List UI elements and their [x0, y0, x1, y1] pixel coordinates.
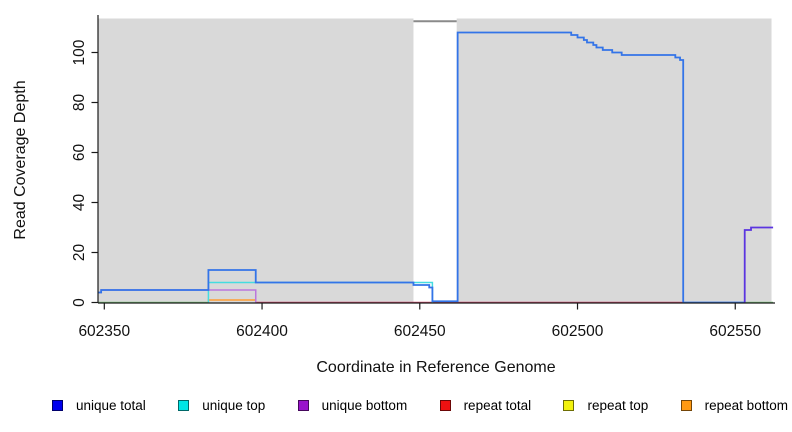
x-tick-label: 602350	[78, 323, 130, 340]
legend-swatch-unique-total	[52, 400, 63, 411]
y-tick-label: 0	[71, 298, 88, 307]
unique-region-left	[98, 18, 414, 303]
legend-swatch-repeat-bottom	[680, 400, 692, 411]
y-tick-label: 20	[71, 244, 88, 262]
y-tick-label: 60	[71, 144, 88, 162]
legend-item-unique-bottom: unique bottom	[297, 398, 408, 413]
y-tick-label: 80	[71, 94, 88, 112]
unique-total-line	[98, 31, 745, 304]
x-tick-label: 602450	[394, 323, 446, 340]
legend-label: unique total	[76, 398, 146, 413]
x-tick-label: 602550	[709, 323, 761, 340]
legend-label: unique top	[202, 398, 266, 413]
legend: unique total unique top unique bottom repea…	[52, 398, 788, 413]
y-axis-title: Read Coverage Depth	[12, 80, 29, 239]
unique-region-right	[456, 18, 772, 303]
legend-swatch-repeat-total	[439, 400, 451, 411]
legend-item-repeat-top: repeat top	[563, 398, 648, 413]
legend-label: repeat total	[463, 398, 532, 413]
tick-labels: 602350 602400 602450 602500 602550 0 20 40 60 80 1…	[71, 39, 761, 340]
legend-swatch-unique-bottom	[297, 400, 309, 411]
x-tick-label: 602500	[552, 323, 604, 340]
x-axis-title: Coordinate in Reference Genome	[316, 359, 555, 376]
legend-item-unique-total: unique total	[52, 398, 146, 413]
legend-label: unique bottom	[321, 398, 408, 413]
legend-item-repeat-bottom: repeat bottom	[680, 398, 788, 413]
shaded-regions	[98, 18, 772, 303]
legend-item-repeat-total: repeat total	[439, 398, 532, 413]
x-tick-label: 602400	[236, 323, 288, 340]
axes	[91, 15, 775, 310]
legend-swatch-repeat-top	[563, 400, 575, 411]
legend-item-unique-top: unique top	[178, 398, 265, 413]
legend-swatch-unique-top	[178, 400, 190, 411]
legend-label: repeat bottom	[704, 398, 788, 413]
right-end-overlap-line	[743, 226, 774, 303]
legend-label: repeat top	[587, 398, 649, 413]
y-tick-label: 40	[71, 194, 88, 212]
y-tick-label: 100	[71, 39, 88, 65]
